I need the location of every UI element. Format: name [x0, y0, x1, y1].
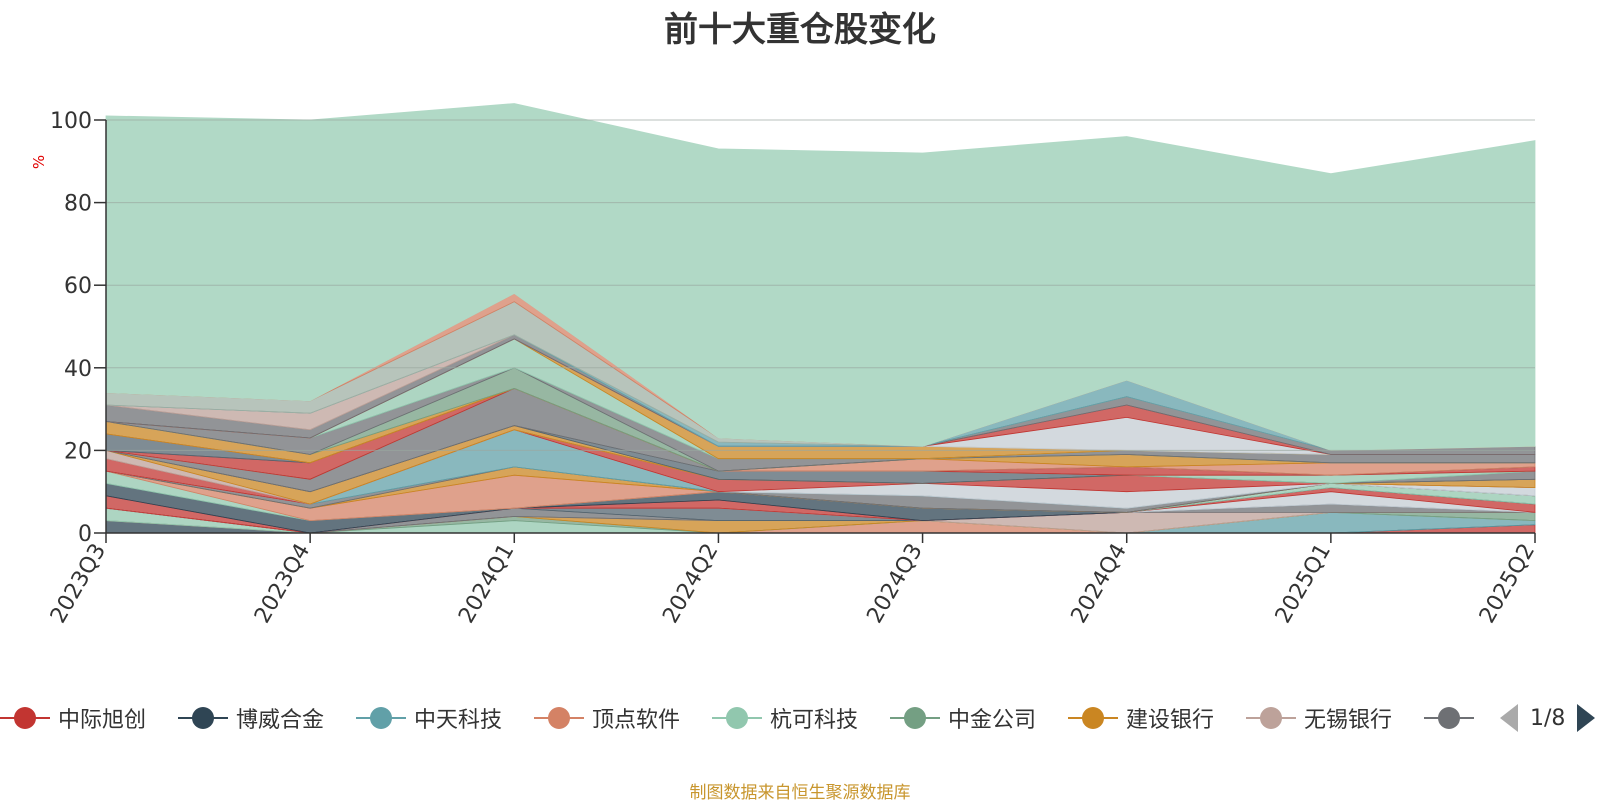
legend-label: 中天科技	[414, 708, 503, 733]
chart-svg: 0 20 40 60 80 100 2023Q3 2023Q4 2024Q1 2024Q2 2024…	[30, 103, 1540, 628]
legend-item[interactable]: 中际旭创	[0, 700, 146, 736]
legend-marker-icon	[356, 707, 406, 729]
legend-marker-icon	[178, 707, 228, 729]
legend-label: 顶点软件	[592, 708, 681, 733]
legend-marker-icon	[0, 707, 50, 729]
legend-page-indicator: 1/8	[1530, 705, 1566, 731]
triangle-right-icon[interactable]	[1577, 704, 1596, 732]
y-axis-unit: %	[30, 155, 48, 169]
x-tick-label: 2024Q2	[658, 540, 723, 628]
legend-label: 中金公司	[948, 708, 1037, 733]
legend-label: 杭可科技	[770, 708, 859, 733]
y-tick-label: 40	[64, 357, 92, 382]
y-tick-label: 60	[64, 274, 92, 299]
legend-item[interactable]: 建设银行	[1068, 700, 1214, 736]
x-tick-label: 2024Q1	[454, 540, 519, 628]
series-area	[105, 103, 1536, 451]
legend-item[interactable]: 祥	[1424, 700, 1482, 736]
x-tick-label: 2025Q2	[1475, 540, 1540, 628]
area-layer	[105, 103, 1536, 534]
triangle-left-icon[interactable]	[1500, 704, 1518, 732]
x-tick-label: 2024Q4	[1067, 540, 1132, 628]
y-tick-label: 20	[64, 439, 92, 464]
legend-marker-icon	[534, 707, 584, 729]
legend-item[interactable]: 无锡银行	[1246, 700, 1392, 736]
legend-label: 建设银行	[1126, 708, 1215, 733]
legend-label: 无锡银行	[1304, 708, 1393, 733]
legend-item[interactable]: 杭可科技	[712, 700, 858, 736]
y-tick-label: 80	[64, 192, 92, 217]
x-tick-label: 2025Q1	[1271, 540, 1336, 628]
legend-label: 中际旭创	[58, 708, 147, 733]
legend-marker-icon	[1068, 707, 1118, 729]
legend-item[interactable]: 顶点软件	[534, 700, 680, 736]
x-tick-label: 2024Q3	[862, 540, 927, 628]
legend-item[interactable]: 博威合金	[178, 700, 324, 736]
chart-title: 前十大重仓股变化	[664, 10, 936, 50]
legend-items: 中际旭创 博威合金 中天科技 顶点软件 杭可科技 中金公司 建设银行 无锡银行 祥	[0, 700, 1482, 736]
legend-item[interactable]: 中天科技	[356, 700, 502, 736]
legend-marker-icon	[1424, 707, 1474, 729]
legend-label: 博威合金	[236, 708, 325, 733]
legend-pager: 1/8	[1500, 704, 1596, 732]
legend-marker-icon	[1246, 707, 1296, 729]
legend: 中际旭创 博威合金 中天科技 顶点软件 杭可科技 中金公司 建设银行 无锡银行 祥 1/8	[0, 700, 1600, 736]
legend-marker-icon	[890, 707, 940, 729]
y-tick-label: 100	[50, 109, 92, 134]
legend-marker-icon	[712, 707, 762, 729]
x-tick-label: 2023Q4	[250, 540, 315, 628]
y-tick-label: 0	[78, 522, 92, 547]
source-note: 制图数据来自恒生聚源数据库	[689, 783, 911, 803]
legend-item[interactable]: 中金公司	[890, 700, 1036, 736]
x-tick-label: 2023Q3	[46, 540, 111, 628]
